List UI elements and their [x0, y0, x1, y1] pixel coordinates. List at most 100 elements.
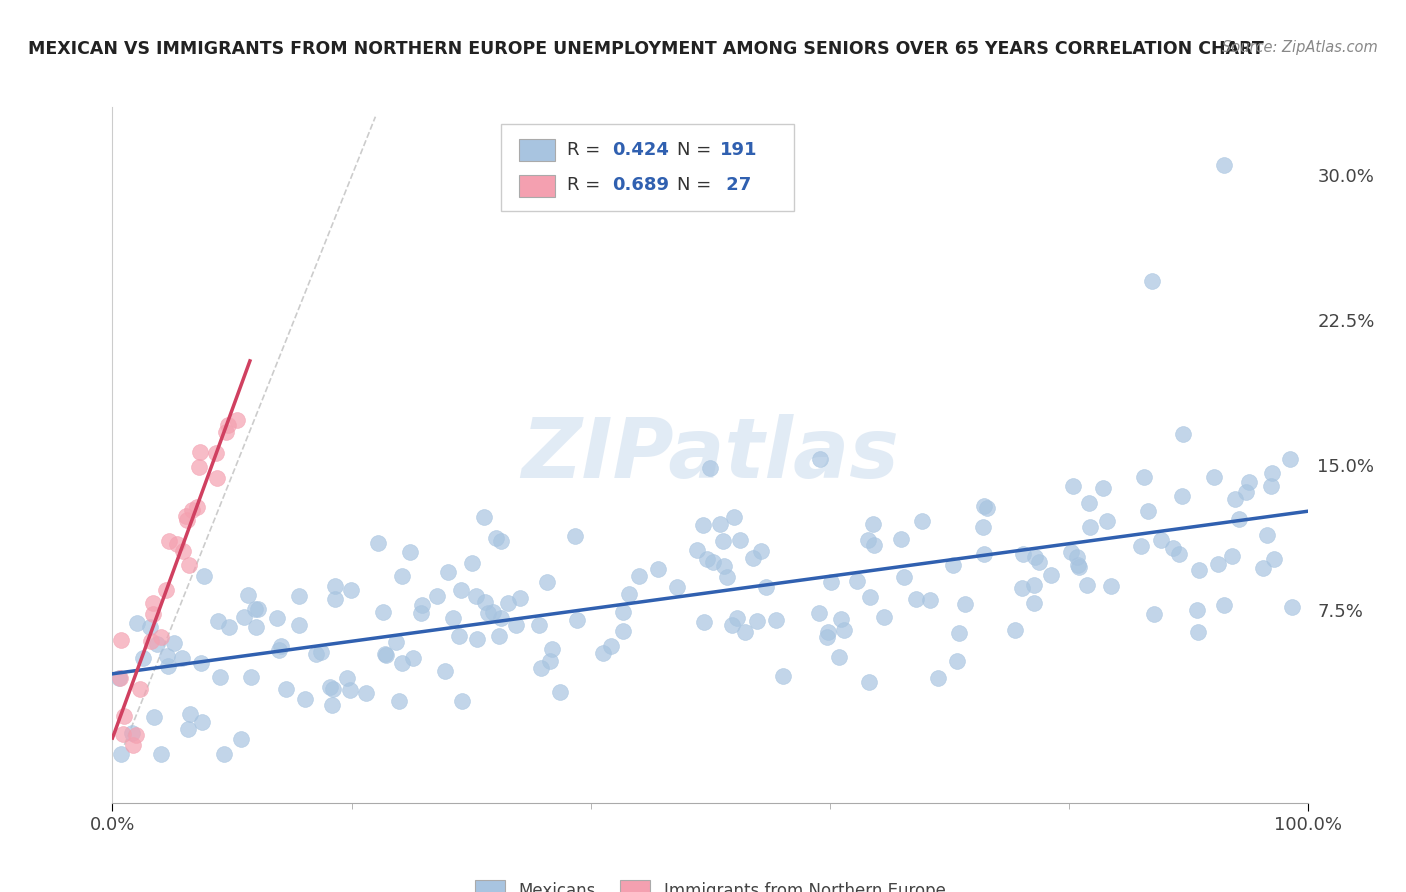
Point: [765, 613, 787, 627]
Point: [1260, 466, 1282, 480]
Point: [741, 551, 763, 566]
Point: [1067, 558, 1090, 573]
Point: [212, 747, 235, 762]
Point: [527, 618, 550, 632]
Point: [176, 512, 198, 526]
Point: [142, 607, 165, 622]
Point: [830, 612, 852, 626]
Point: [911, 514, 934, 528]
Point: [1212, 598, 1234, 612]
Point: [155, 582, 177, 597]
Point: [374, 648, 396, 663]
Point: [110, 747, 132, 762]
Point: [142, 710, 165, 724]
Point: [1187, 624, 1209, 639]
Point: [426, 589, 449, 603]
Point: [269, 643, 291, 657]
Point: [1161, 541, 1184, 555]
Point: [1133, 469, 1156, 483]
Point: [505, 617, 527, 632]
Point: [946, 654, 969, 668]
Point: [239, 669, 262, 683]
Point: [1281, 599, 1303, 614]
Point: [179, 707, 201, 722]
Point: [157, 534, 180, 549]
Point: [686, 543, 709, 558]
Point: [612, 605, 634, 619]
Point: [409, 606, 432, 620]
Point: [1067, 559, 1090, 574]
Point: [1251, 560, 1274, 574]
Point: [1173, 426, 1195, 441]
Point: [236, 588, 259, 602]
Point: [721, 618, 744, 632]
Point: [247, 602, 270, 616]
Point: [399, 545, 422, 559]
Point: [927, 671, 949, 685]
Point: [209, 670, 232, 684]
Point: [122, 738, 145, 752]
Point: [450, 582, 472, 597]
Point: [745, 615, 768, 629]
Point: [1078, 520, 1101, 534]
Text: MEXICAN VS IMMIGRANTS FROM NORTHERN EUROPE UNEMPLOYMENT AMONG SENIORS OVER 65 YE: MEXICAN VS IMMIGRANTS FROM NORTHERN EURO…: [28, 40, 1264, 58]
Point: [1130, 539, 1153, 553]
Point: [205, 446, 228, 460]
Point: [755, 580, 778, 594]
Point: [942, 558, 965, 573]
Point: [1039, 568, 1062, 582]
Point: [1011, 582, 1033, 596]
Point: [1066, 550, 1088, 565]
Point: [181, 502, 204, 516]
Point: [110, 633, 132, 648]
Point: [1097, 514, 1119, 528]
Point: [1142, 274, 1164, 288]
Point: [693, 615, 716, 629]
Point: [1028, 555, 1050, 569]
Point: [156, 659, 179, 673]
Point: [859, 590, 882, 604]
Point: [217, 418, 239, 433]
Point: [1011, 547, 1033, 561]
Point: [890, 533, 912, 547]
Point: [728, 533, 751, 547]
Point: [1263, 551, 1285, 566]
Point: [856, 533, 879, 547]
Point: [536, 574, 558, 589]
Point: [450, 694, 472, 708]
Point: [108, 671, 131, 685]
Point: [699, 461, 721, 475]
Point: [402, 651, 425, 665]
Point: [385, 635, 408, 649]
Point: [125, 616, 148, 631]
Point: [205, 471, 228, 485]
Point: [807, 606, 830, 620]
Point: [437, 565, 460, 579]
Point: [188, 445, 211, 459]
Point: [1168, 547, 1191, 561]
Point: [336, 671, 359, 685]
Point: [112, 708, 135, 723]
Point: [288, 617, 311, 632]
Text: 0.689: 0.689: [612, 176, 669, 194]
Point: [111, 727, 134, 741]
Point: [226, 413, 249, 427]
Point: [1220, 549, 1243, 564]
Point: [716, 569, 738, 583]
Point: [749, 543, 772, 558]
Point: [538, 654, 561, 668]
Point: [973, 499, 995, 513]
Point: [411, 599, 433, 613]
Point: [709, 516, 731, 531]
Point: [858, 674, 880, 689]
Point: [1185, 603, 1208, 617]
Point: [441, 611, 464, 625]
FancyBboxPatch shape: [501, 124, 794, 211]
Point: [976, 501, 998, 516]
Point: [322, 682, 344, 697]
Text: N =: N =: [676, 176, 717, 194]
Point: [150, 630, 173, 644]
Point: [274, 681, 297, 696]
Point: [734, 625, 756, 640]
Point: [863, 538, 886, 552]
